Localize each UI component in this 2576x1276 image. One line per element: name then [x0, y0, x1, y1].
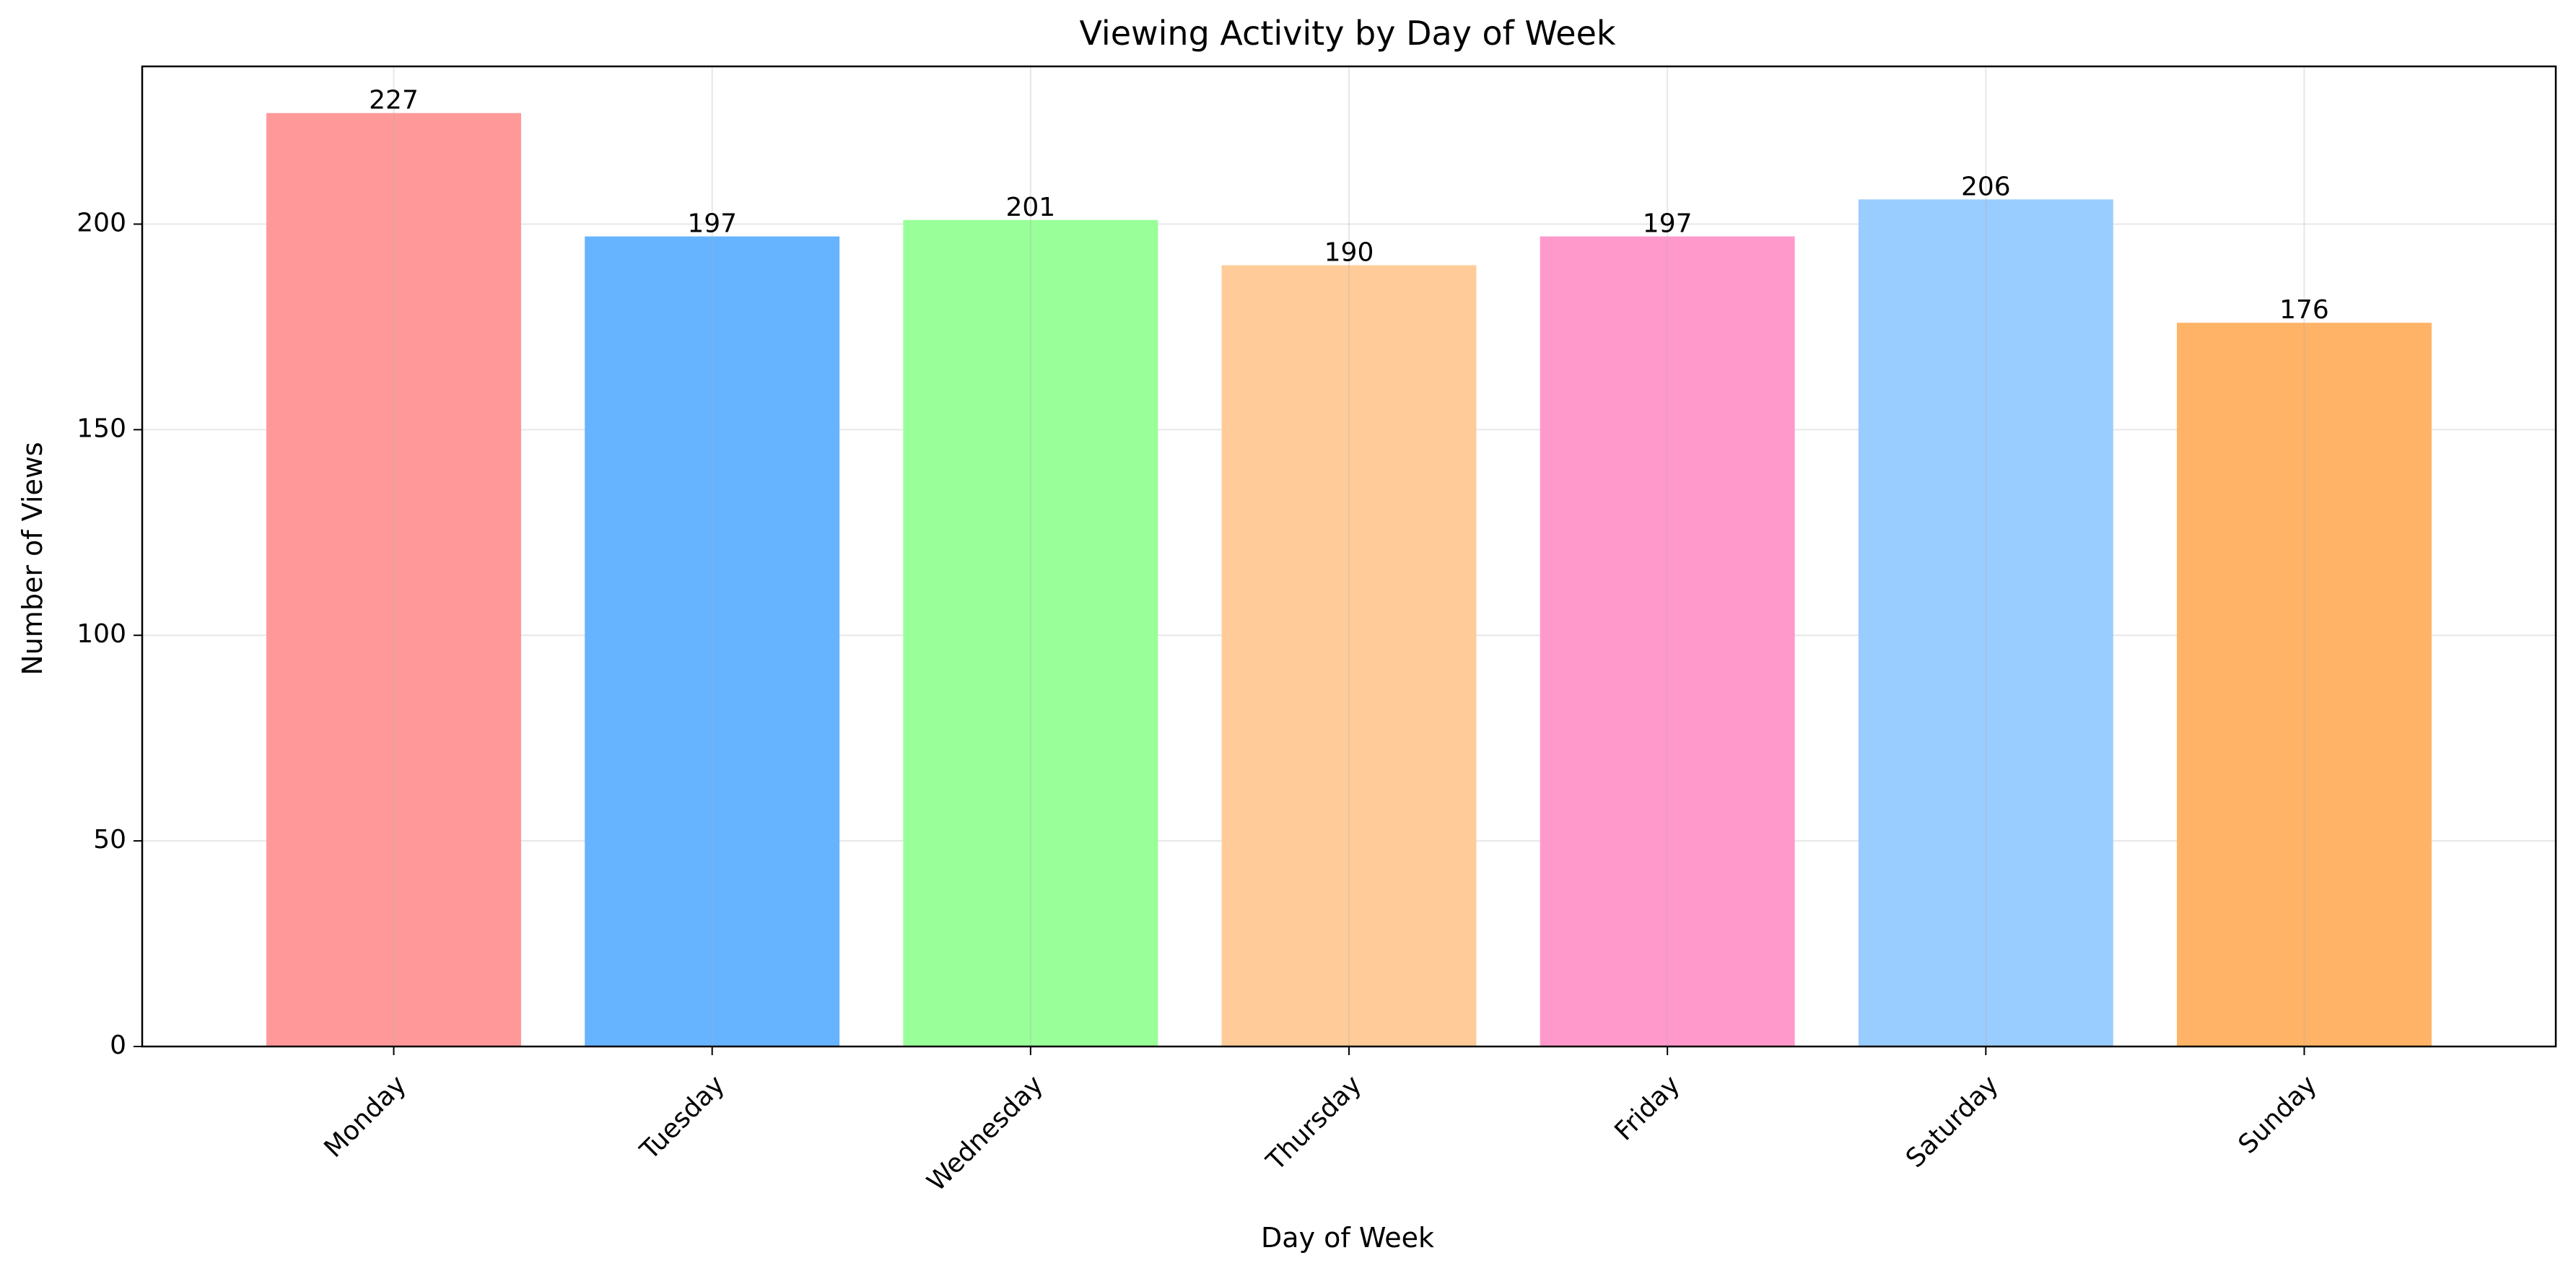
- data-label-tuesday: 197: [687, 209, 737, 239]
- bar-thursday: [1221, 265, 1477, 1046]
- bar-sunday: [2177, 323, 2432, 1046]
- data-label-monday: 227: [369, 86, 419, 115]
- bar-friday: [1540, 236, 1795, 1046]
- bars-layer: [266, 113, 2432, 1047]
- bar-monday: [266, 113, 521, 1047]
- data-labels-layer: 227 197 201 190 197 206 176: [369, 86, 2329, 325]
- x-axis-label: Day of Week: [1261, 1222, 1434, 1254]
- y-axis-label: Number of Views: [17, 442, 48, 675]
- data-label-sunday: 176: [2279, 295, 2329, 325]
- bar-wednesday: [903, 219, 1158, 1046]
- data-label-saturday: 206: [1961, 172, 2011, 201]
- vertical-grid-layer: [393, 66, 2305, 1046]
- bar-saturday: [1858, 199, 2113, 1047]
- y-tick-label: 100: [77, 619, 126, 649]
- y-tick-label: 50: [93, 825, 126, 855]
- data-label-wednesday: 201: [1005, 193, 1055, 222]
- y-tick-label: 150: [77, 414, 126, 443]
- y-tick-label: 200: [77, 208, 126, 237]
- y-axis: 0 50 100 150 200: [77, 208, 142, 1060]
- chart-title: Viewing Activity by Day of Week: [1079, 14, 1615, 53]
- data-label-thursday: 190: [1324, 237, 1374, 267]
- data-label-friday: 197: [1643, 209, 1693, 239]
- bar-tuesday: [585, 236, 840, 1046]
- y-tick-label: 0: [110, 1031, 126, 1060]
